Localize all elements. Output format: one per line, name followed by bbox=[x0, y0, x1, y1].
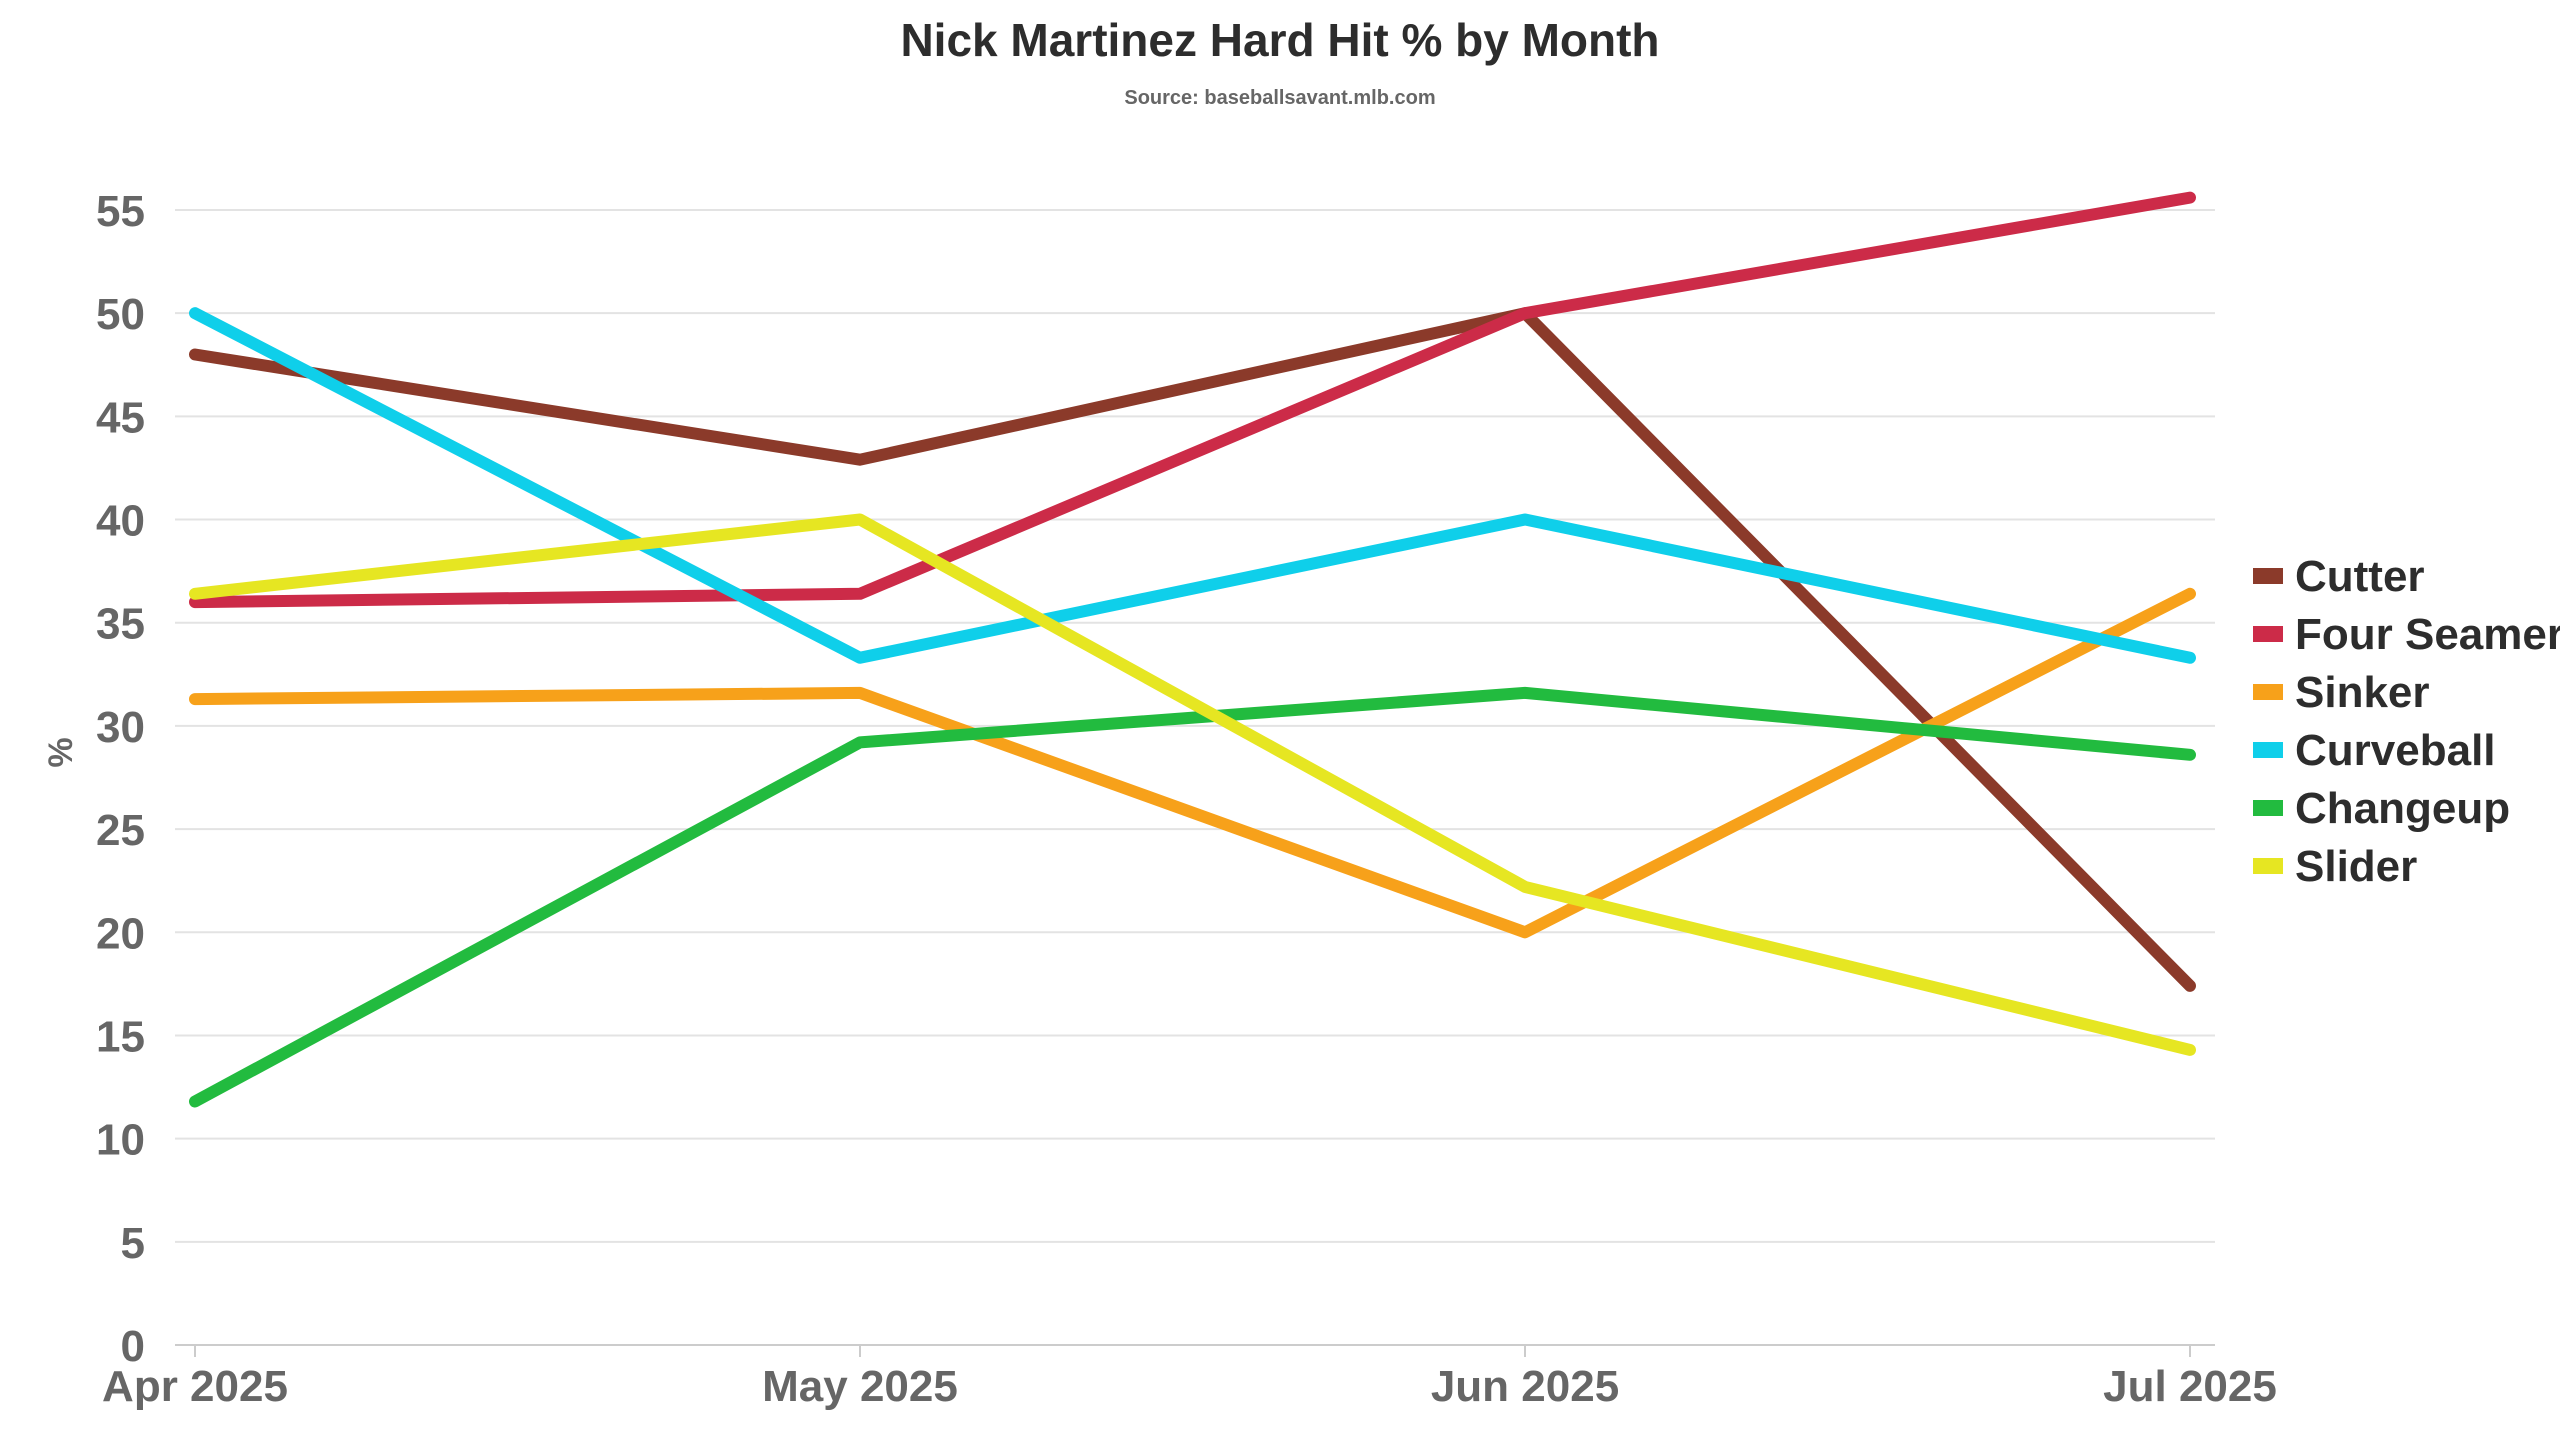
y-tick-label-0: 0 bbox=[121, 1322, 145, 1371]
y-tick-label-40: 40 bbox=[96, 497, 145, 546]
chart-subtitle: Source: baseballsavant.mlb.com bbox=[1124, 87, 1435, 109]
series-line-cutter bbox=[189, 307, 2196, 992]
series-line-sinker bbox=[189, 587, 2196, 939]
x-tick-label: Apr 2025 bbox=[102, 1362, 288, 1411]
series-line-changeup bbox=[189, 686, 2196, 1108]
series-lines bbox=[189, 191, 2196, 1108]
chart-title: Nick Martinez Hard Hit % by Month bbox=[900, 14, 1659, 66]
axes: 0 5 10 15 20 25 30 35 40 45 50 55 Apr 2025 May 2025 Ju… bbox=[42, 187, 2277, 1411]
legend-swatch-slider bbox=[2253, 858, 2283, 874]
legend-label-changeup: Changeup bbox=[2295, 784, 2510, 833]
x-tick-label: Jun 2025 bbox=[1431, 1362, 1619, 1411]
x-tick-label: Jul 2025 bbox=[2103, 1362, 2277, 1411]
legend-swatch-four-seamer bbox=[2253, 626, 2283, 642]
y-axis-label: % bbox=[42, 737, 80, 767]
y-tick-label-5: 5 bbox=[121, 1219, 145, 1268]
legend-label-slider: Slider bbox=[2295, 842, 2417, 891]
y-tick-label-25: 25 bbox=[96, 806, 145, 855]
y-tick-label-50: 50 bbox=[96, 290, 145, 339]
gridlines bbox=[175, 209, 2215, 1243]
legend-label-sinker: Sinker bbox=[2295, 668, 2430, 717]
x-tick-label: May 2025 bbox=[762, 1362, 958, 1411]
y-tick-label-55: 55 bbox=[96, 187, 145, 236]
y-tick-label-20: 20 bbox=[96, 909, 145, 958]
series-line-curveball bbox=[189, 307, 2196, 664]
legend-label-cutter: Cutter bbox=[2295, 552, 2425, 601]
y-tick-label-35: 35 bbox=[96, 600, 145, 649]
y-tick-label-45: 45 bbox=[96, 393, 145, 442]
legend-swatch-curveball bbox=[2253, 742, 2283, 758]
y-tick-label-30: 30 bbox=[96, 703, 145, 752]
legend: Cutter Four Seamer Sinker Curveball Changeup… bbox=[2253, 552, 2560, 891]
legend-label-four-seamer: Four Seamer bbox=[2295, 610, 2560, 659]
y-tick-label-15: 15 bbox=[96, 1012, 145, 1061]
y-tick-label-10: 10 bbox=[96, 1116, 145, 1165]
legend-swatch-cutter bbox=[2253, 568, 2283, 584]
legend-swatch-sinker bbox=[2253, 684, 2283, 700]
legend-swatch-changeup bbox=[2253, 800, 2283, 816]
series-line-four-seamer bbox=[189, 191, 2196, 609]
legend-label-curveball: Curveball bbox=[2295, 726, 2496, 775]
series-line-slider bbox=[189, 513, 2196, 1056]
